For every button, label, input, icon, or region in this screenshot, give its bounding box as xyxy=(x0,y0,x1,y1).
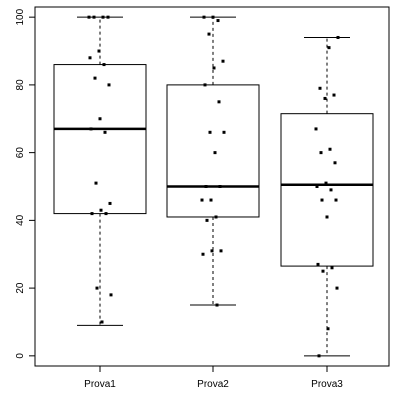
data-point xyxy=(324,181,328,185)
iqr-box xyxy=(166,84,260,218)
data-point xyxy=(219,249,223,253)
data-point xyxy=(203,83,207,87)
data-point xyxy=(325,215,329,219)
data-point xyxy=(319,151,323,155)
data-point xyxy=(321,269,325,273)
data-point xyxy=(97,49,101,53)
data-point xyxy=(323,96,327,100)
data-point xyxy=(87,15,91,19)
data-point xyxy=(216,19,220,23)
x-tick-label: Prova1 xyxy=(84,379,116,390)
data-point xyxy=(210,249,214,253)
points-layer xyxy=(87,15,340,358)
data-point xyxy=(332,93,336,97)
plot-frame xyxy=(34,6,390,367)
data-point xyxy=(209,198,213,202)
y-tick-label: 80 xyxy=(15,79,26,91)
data-point xyxy=(215,303,219,307)
data-point xyxy=(222,130,226,134)
data-point xyxy=(109,293,113,297)
data-point xyxy=(106,15,110,19)
data-point xyxy=(314,127,318,131)
data-point xyxy=(201,252,205,256)
data-point xyxy=(104,212,108,216)
data-point xyxy=(315,185,319,188)
data-point xyxy=(320,198,324,202)
data-point xyxy=(329,188,333,192)
data-point xyxy=(200,198,204,202)
data-point xyxy=(318,86,322,90)
data-point xyxy=(107,83,111,87)
box-prova1 xyxy=(53,16,147,326)
data-point xyxy=(336,35,340,39)
y-tick-label: 60 xyxy=(15,147,26,159)
x-tick-label: Prova3 xyxy=(311,379,343,390)
iqr-box xyxy=(280,113,374,267)
data-point xyxy=(202,15,206,19)
data-point xyxy=(212,66,216,70)
y-tick-label: 20 xyxy=(15,282,26,294)
data-point xyxy=(211,15,215,19)
iqr-box xyxy=(53,64,147,215)
data-point xyxy=(330,266,334,270)
data-point xyxy=(213,151,217,155)
data-point xyxy=(327,46,331,50)
data-point xyxy=(100,320,104,324)
data-point xyxy=(316,262,320,266)
box-prova2 xyxy=(166,16,260,306)
box-prova3 xyxy=(280,36,374,357)
data-point xyxy=(334,198,338,202)
x-tick-label: Prova2 xyxy=(197,379,229,390)
data-point xyxy=(103,130,107,134)
y-tick-label: 100 xyxy=(15,8,26,25)
data-point xyxy=(204,185,208,188)
data-point xyxy=(221,59,225,63)
data-point xyxy=(95,286,99,290)
data-point xyxy=(108,201,112,205)
data-point xyxy=(333,161,337,165)
data-point xyxy=(218,185,222,188)
data-point xyxy=(99,208,103,212)
data-point xyxy=(208,130,212,134)
data-point xyxy=(102,63,106,67)
data-point xyxy=(93,76,97,80)
y-tick-label: 40 xyxy=(15,214,26,226)
data-point xyxy=(94,181,98,185)
data-point xyxy=(335,286,339,290)
data-point xyxy=(90,212,94,216)
x-axis: Prova1 Prova2 Prova3 xyxy=(84,366,343,390)
data-point xyxy=(88,56,92,60)
data-point xyxy=(205,218,209,222)
data-point xyxy=(98,117,102,121)
data-point xyxy=(214,215,218,219)
data-point xyxy=(328,147,332,151)
data-point xyxy=(89,127,93,131)
data-point xyxy=(326,327,330,331)
data-point xyxy=(217,100,221,104)
data-point xyxy=(317,354,321,358)
y-axis: 0 20 40 60 80 100 xyxy=(15,8,35,359)
data-point xyxy=(92,15,96,19)
data-point xyxy=(101,15,105,19)
data-point xyxy=(207,32,211,36)
y-tick-label: 0 xyxy=(15,353,26,359)
